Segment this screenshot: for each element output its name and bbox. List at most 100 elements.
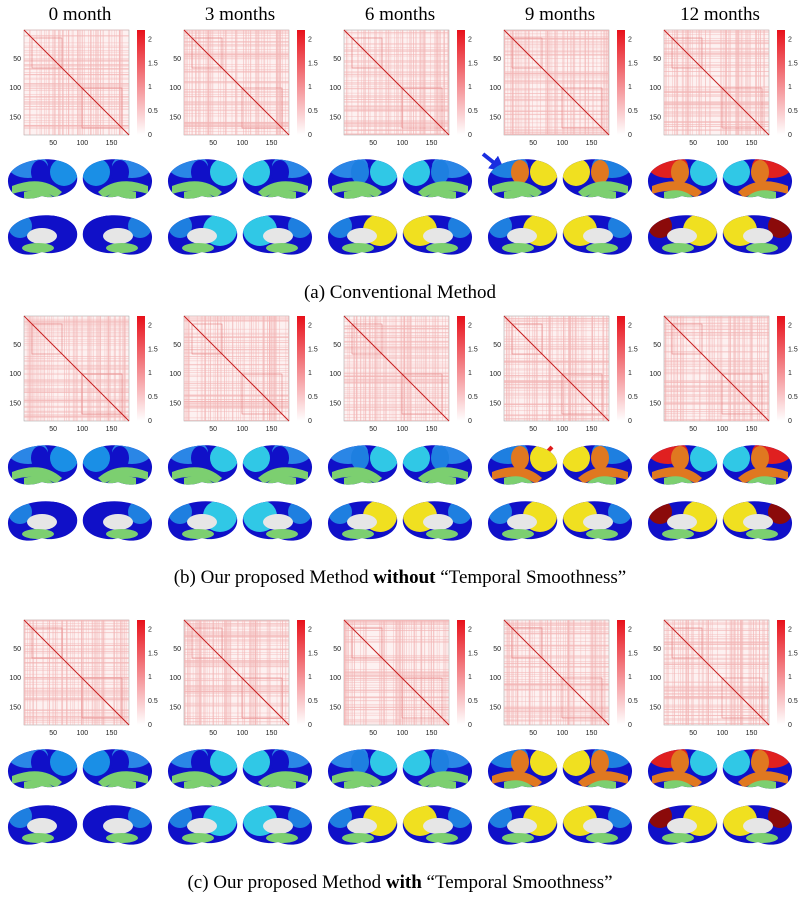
x-tick-label: 50 <box>529 426 537 433</box>
colorbar <box>457 30 465 135</box>
brain <box>402 159 473 199</box>
region <box>423 818 453 834</box>
caption-part: (a) Conventional Method <box>304 282 497 303</box>
y-tick-label: 50 <box>13 342 21 349</box>
block <box>81 373 123 415</box>
region <box>82 749 110 776</box>
region <box>690 749 718 776</box>
colorbar-tick-label: 0 <box>788 418 792 425</box>
x-tick-label: 50 <box>689 730 697 737</box>
region <box>562 159 590 186</box>
colorbar-tick-label: 0 <box>468 132 472 139</box>
colorbar-tick-label: 2 <box>308 36 312 43</box>
region <box>431 446 449 470</box>
y-tick-label: 100 <box>329 675 341 682</box>
colorbar-tick-label: 1 <box>308 84 312 91</box>
colorbar-tick-label: 2 <box>148 626 152 633</box>
block <box>241 87 283 129</box>
region <box>423 228 453 244</box>
colorbar-tick-label: 0 <box>468 418 472 425</box>
region <box>746 243 778 253</box>
brain <box>327 215 398 255</box>
y-tick-label: 100 <box>9 85 21 92</box>
column-header: 9 months <box>525 4 595 25</box>
region <box>423 514 453 530</box>
y-tick-label: 50 <box>493 646 501 653</box>
region <box>504 780 536 789</box>
brain <box>82 805 153 845</box>
diagonal <box>663 619 770 726</box>
colorbar-tick-label: 1 <box>628 84 632 91</box>
region <box>751 446 769 470</box>
region <box>738 771 788 788</box>
region <box>578 771 628 788</box>
diagonal <box>23 619 130 726</box>
colorbar <box>297 620 305 725</box>
x-tick-label: 150 <box>426 140 438 147</box>
region <box>671 160 689 184</box>
colorbar-tick-label: 1 <box>148 370 152 377</box>
colorbar-tick-label: 0.5 <box>628 698 638 705</box>
caption-part: (c) Our proposed Method <box>187 872 385 893</box>
colorbar-tick-label: 0 <box>308 418 312 425</box>
region <box>263 818 293 834</box>
block <box>561 373 603 415</box>
region <box>172 771 222 788</box>
region <box>266 243 298 253</box>
region <box>511 750 529 774</box>
x-tick-label: 100 <box>716 140 728 147</box>
region <box>652 467 702 484</box>
y-tick-label: 50 <box>173 646 181 653</box>
brain <box>562 749 633 789</box>
region <box>347 228 377 244</box>
block <box>671 627 703 659</box>
y-tick-label: 150 <box>329 114 341 121</box>
x-tick-label: 50 <box>209 140 217 147</box>
block <box>31 323 63 355</box>
colorbar-tick-label: 1.5 <box>788 346 798 353</box>
y-tick-label: 150 <box>169 114 181 121</box>
brain <box>402 805 473 845</box>
region <box>418 771 468 788</box>
region <box>584 190 616 199</box>
region <box>591 446 609 470</box>
region <box>751 750 769 774</box>
y-tick-label: 100 <box>649 675 661 682</box>
x-tick-label: 100 <box>716 730 728 737</box>
colorbar-tick-label: 1 <box>788 370 792 377</box>
x-tick-label: 50 <box>209 730 217 737</box>
block <box>241 373 283 415</box>
column-header: 6 months <box>365 4 435 25</box>
region <box>103 818 133 834</box>
brain <box>562 805 633 845</box>
region <box>191 160 209 184</box>
region <box>12 181 62 198</box>
brain <box>487 445 558 485</box>
brain <box>242 445 313 485</box>
caption-part: “Temporal Smoothness” <box>422 872 613 893</box>
region <box>690 159 718 186</box>
x-tick-label: 50 <box>689 426 697 433</box>
x-tick-label: 150 <box>586 140 598 147</box>
region <box>31 160 49 184</box>
region <box>664 780 696 789</box>
diagonal <box>503 619 610 726</box>
region <box>258 771 308 788</box>
region <box>264 190 296 199</box>
colorbar-tick-label: 0 <box>468 722 472 729</box>
region <box>271 750 289 774</box>
colorbar-tick-label: 0.5 <box>468 108 478 115</box>
colorbar-tick-label: 0.5 <box>628 108 638 115</box>
region <box>184 476 216 485</box>
block <box>31 37 63 69</box>
region <box>431 750 449 774</box>
brain <box>562 159 633 199</box>
region <box>402 159 430 186</box>
brain <box>327 159 398 199</box>
x-tick-label: 50 <box>49 140 57 147</box>
y-tick-label: 50 <box>653 56 661 63</box>
block <box>81 677 123 719</box>
x-tick-label: 100 <box>76 140 88 147</box>
colorbar-tick-label: 1 <box>628 674 632 681</box>
region <box>103 514 133 530</box>
